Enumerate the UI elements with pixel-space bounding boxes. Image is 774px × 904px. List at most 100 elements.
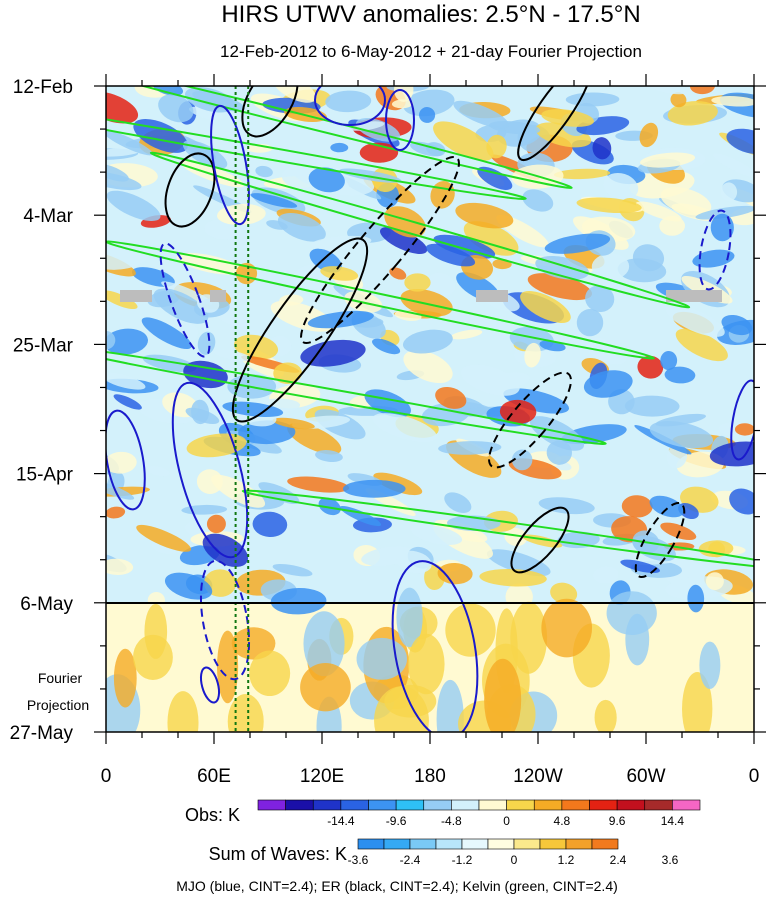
anomaly-blob (273, 362, 302, 384)
anomaly-blob (411, 524, 463, 545)
anomaly-blob (272, 417, 315, 430)
anomaly-blob (106, 290, 138, 310)
anomaly-blob (550, 582, 578, 604)
projection-blob (682, 671, 713, 732)
colorbar-box (257, 799, 286, 811)
anomaly-blob (670, 92, 687, 108)
anomaly-blob (191, 399, 210, 425)
anomaly-blob (106, 328, 149, 355)
y-tick-label: 15-Apr (16, 465, 74, 486)
anomaly-blob (585, 285, 615, 313)
y-tick-label: 25-Mar (13, 335, 74, 356)
waves-colorbar: -3.6 -2.4 -1.2 0 1.2 2.4 3.6 (348, 838, 679, 867)
anomaly-blob (504, 527, 528, 547)
projection-blob (227, 694, 264, 732)
projection-blob (144, 604, 168, 659)
anomaly-blob (106, 241, 150, 270)
anomaly-blob (592, 137, 612, 160)
anomaly-blob (189, 106, 224, 121)
anomaly-blob (591, 253, 630, 280)
anomaly-blob (277, 212, 326, 242)
x-tick-label: 0 (101, 766, 112, 787)
anomaly-blob (437, 562, 473, 585)
anomaly-blob (315, 450, 343, 462)
colorbar-box (423, 799, 452, 811)
colorbar-box (616, 799, 646, 811)
colorbar-box (561, 799, 590, 811)
colorbar-tick-label: 4.8 (554, 814, 571, 828)
waves-colorbar-label: Sum of Waves: K (209, 844, 347, 864)
anomaly-blob (158, 94, 194, 123)
anomaly-blob (524, 342, 541, 368)
x-tick-label: 60W (626, 766, 665, 787)
anomaly-blob (491, 372, 530, 388)
anomaly-blob (427, 272, 456, 296)
anomaly-blob (450, 329, 483, 340)
anomaly-blob (106, 171, 142, 191)
wave-contour (517, 86, 593, 161)
y-tick-label: 12-Feb (13, 77, 73, 98)
anomaly-blob (729, 488, 754, 515)
anomaly-blob (639, 122, 659, 148)
anomaly-blob (522, 189, 554, 212)
anomaly-blob (603, 172, 639, 201)
colorbar-box (368, 799, 397, 811)
anomaly-blob (213, 349, 252, 362)
wave-contour (698, 209, 732, 291)
projection-blob (167, 691, 199, 732)
anomaly-blob (734, 423, 754, 436)
projection-blob (303, 611, 345, 677)
anomaly-blob (660, 187, 712, 216)
anomaly-blob (396, 550, 432, 574)
anomaly-blob (617, 258, 667, 283)
obs-colorbar-label: Obs: K (185, 805, 240, 825)
x-tick-label: 180 (414, 766, 446, 787)
chart-title: HIRS UTWV anomalies: 2.5°N - 17.5°N (221, 1, 640, 28)
y-axis: 12-Feb 4-Mar 25-Mar 15-Apr 6-May 27-May (10, 77, 766, 744)
missing-data (476, 290, 508, 302)
anomaly-blob (372, 338, 401, 355)
anomaly-blob (287, 476, 350, 493)
anomaly-blob (687, 584, 705, 613)
projection-blob (374, 686, 429, 732)
colorbar-tick-label: 0 (503, 814, 510, 828)
projection-label-line2: Projection (27, 697, 89, 713)
anomaly-blob (544, 233, 611, 254)
anomaly-blob (444, 492, 472, 513)
colorbar-tick-label: -14.4 (327, 814, 355, 828)
projection-blob (606, 591, 657, 636)
anomaly-blob (557, 531, 600, 549)
anomaly-blob (695, 205, 754, 220)
anomaly-blob (645, 86, 686, 95)
wave-contour (106, 100, 527, 200)
anomaly-blob (660, 522, 697, 541)
anomaly-blob (372, 413, 437, 443)
colorbar-box (487, 838, 515, 850)
wave-contours (106, 86, 754, 732)
projection-blob (594, 699, 617, 732)
colorbar-box (539, 838, 567, 850)
anomaly-blob (272, 563, 313, 577)
colorbar-tick-label: -3.6 (348, 853, 369, 867)
anomaly-blob (106, 91, 139, 124)
projection-blob (445, 603, 496, 657)
anomaly-field (106, 86, 754, 732)
anomaly-blob (620, 559, 661, 573)
x-tick-label: 60E (197, 766, 231, 787)
wave-contour (300, 155, 460, 345)
anomaly-blob (463, 221, 519, 256)
colorbar-box (340, 799, 369, 811)
colorbar-box (435, 838, 463, 850)
anomaly-blob (640, 152, 696, 168)
colorbar-tick-label: 0 (511, 853, 518, 867)
wave-contour (106, 345, 607, 445)
wave-contour (199, 559, 251, 681)
wave-contour (634, 501, 686, 579)
anomaly-blob (621, 495, 653, 518)
anomaly-blob (649, 495, 685, 518)
wave-contour (210, 104, 250, 226)
colorbar-tick-label: 9.6 (609, 814, 626, 828)
wave-contour (106, 86, 573, 189)
anomaly-blob (147, 591, 166, 609)
